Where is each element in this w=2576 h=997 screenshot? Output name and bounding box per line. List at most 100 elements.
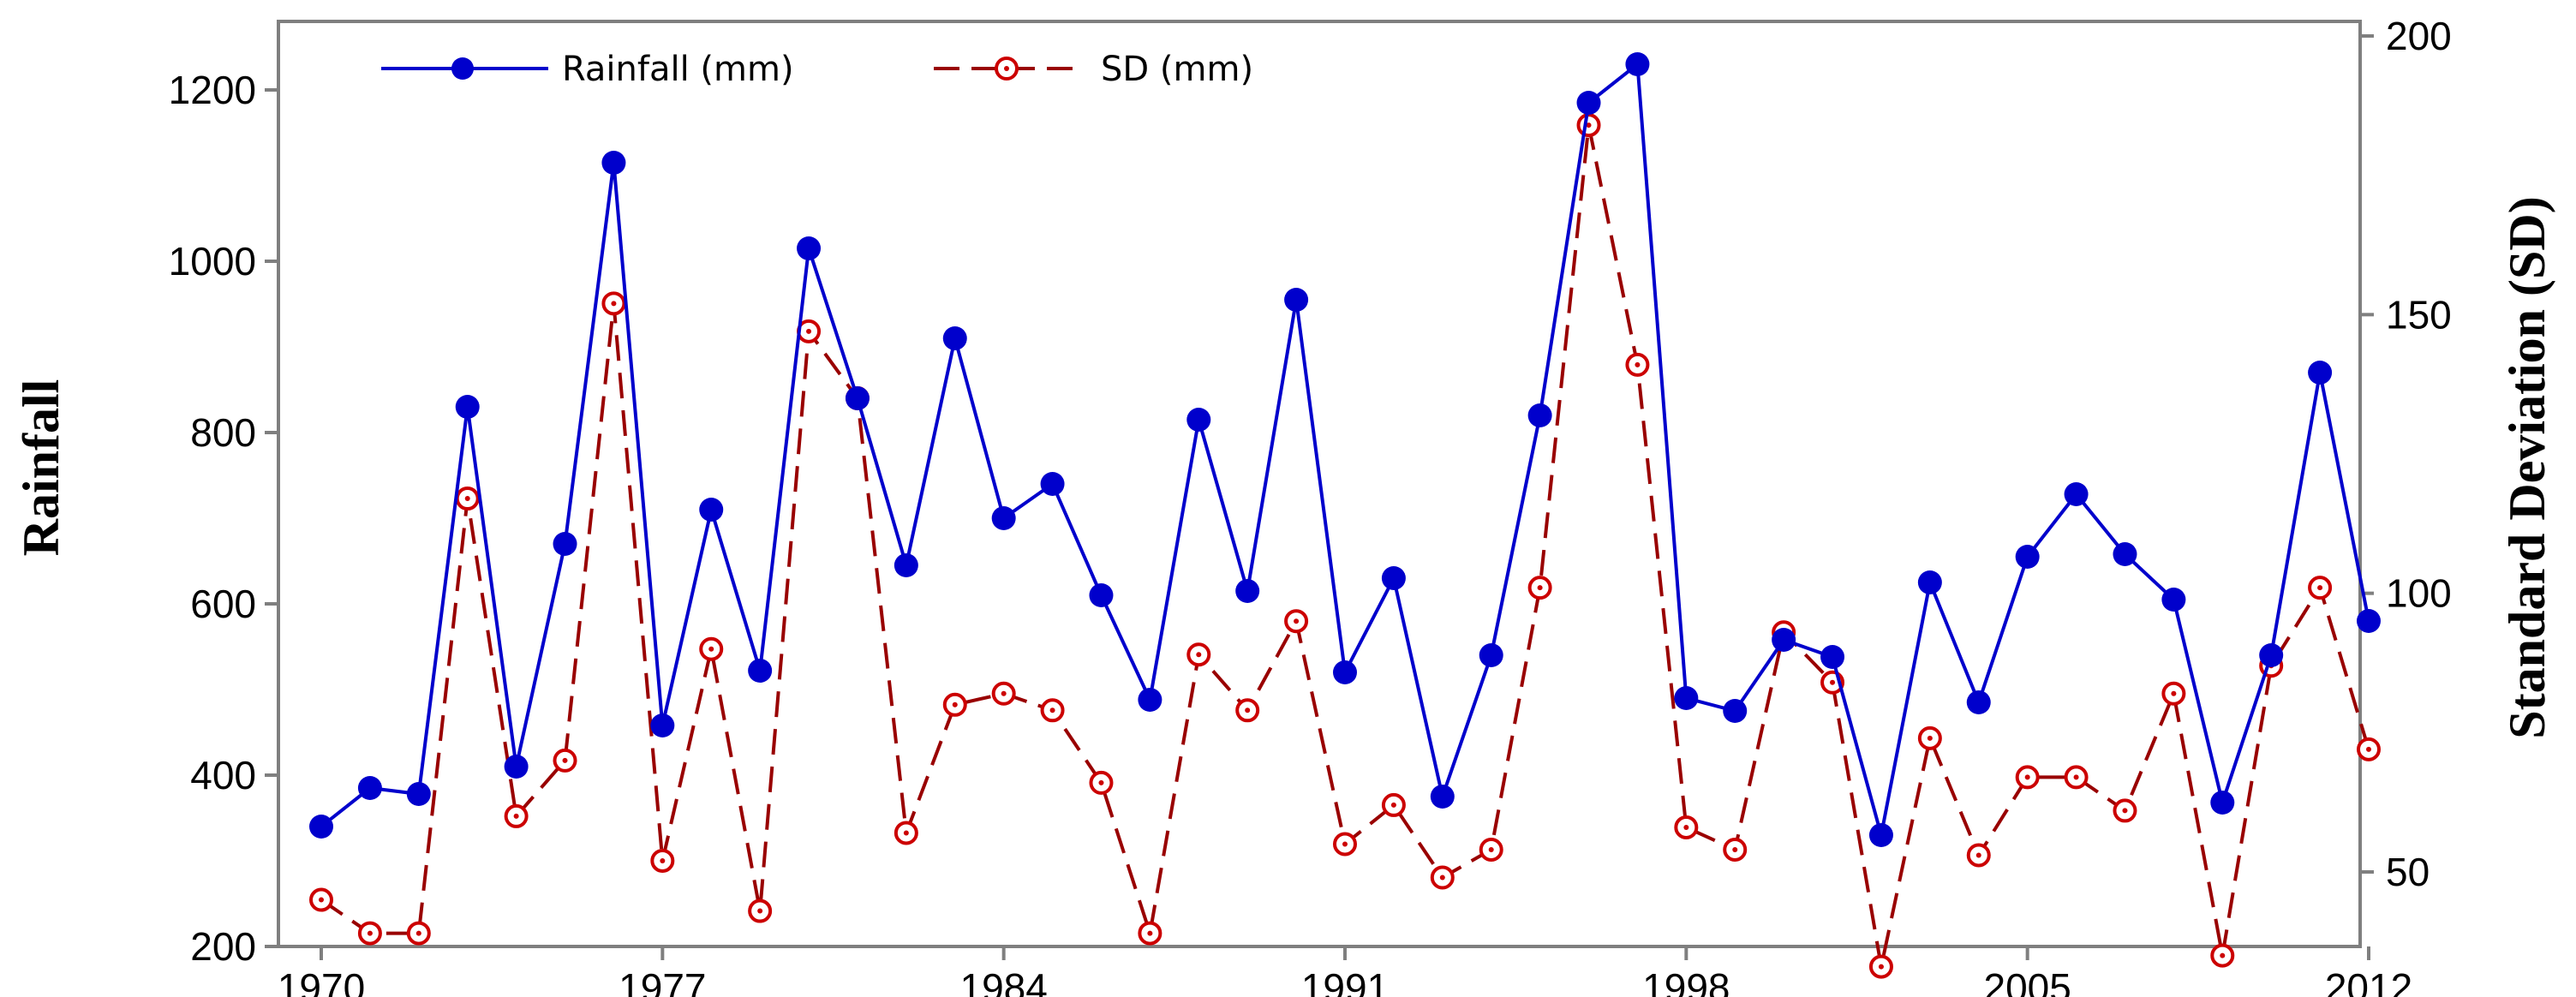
sd-point-center bbox=[1294, 618, 1300, 624]
sd-point-center bbox=[660, 857, 666, 863]
x-tick-label: 1970 bbox=[278, 965, 365, 997]
rainfall-point bbox=[1527, 403, 1552, 427]
y2-tick-label: 150 bbox=[2386, 292, 2452, 337]
rainfall-point bbox=[601, 151, 626, 175]
rainfall-point bbox=[2161, 588, 2186, 612]
y2-axis-title: Standard Deviation (SD) bbox=[2499, 196, 2555, 738]
rainfall-point bbox=[1186, 408, 1211, 432]
rainfall-point bbox=[2259, 643, 2284, 667]
rainfall-point bbox=[797, 236, 822, 260]
sd-point-center bbox=[952, 701, 958, 707]
rainfall-point bbox=[2357, 609, 2381, 633]
rainfall-point bbox=[1235, 579, 1260, 603]
sd-point-center bbox=[1927, 735, 1933, 741]
rainfall-point bbox=[1576, 91, 1601, 115]
sd-point-center bbox=[2366, 746, 2371, 752]
sd-point-center bbox=[2171, 690, 2177, 696]
x-tick-label: 1977 bbox=[619, 965, 706, 997]
rainfall-point bbox=[1479, 643, 1503, 667]
sd-point-center bbox=[367, 930, 373, 936]
y-tick-label: 800 bbox=[190, 410, 256, 455]
rainfall-point bbox=[650, 713, 675, 737]
sd-point-center bbox=[1098, 779, 1104, 785]
sd-point-center bbox=[1975, 852, 1981, 858]
y2-tick-label: 100 bbox=[2386, 571, 2452, 616]
rainfall-point bbox=[1820, 645, 1845, 669]
legend-rainfall-label: Rainfall (mm) bbox=[562, 50, 794, 89]
legend-rainfall-marker bbox=[451, 57, 474, 80]
rainfall-point bbox=[1772, 628, 1796, 652]
sd-point-center bbox=[1683, 824, 1689, 830]
sd-point-center bbox=[2220, 952, 2226, 958]
rainfall-point bbox=[1625, 52, 1650, 76]
y-axis-title: Rainfall bbox=[13, 379, 69, 557]
sd-point-center bbox=[1586, 122, 1592, 128]
sd-point-center bbox=[415, 930, 421, 936]
plot-frame bbox=[277, 20, 2362, 948]
rainfall-point bbox=[406, 782, 431, 806]
rainfall-point bbox=[1868, 823, 1893, 847]
rainfall-point bbox=[1966, 690, 1991, 714]
rainfall-point bbox=[1040, 472, 1065, 496]
rainfall-point bbox=[1089, 583, 1114, 607]
rainfall-point bbox=[894, 553, 918, 577]
sd-point-center bbox=[1049, 707, 1055, 713]
sd-point-center bbox=[1342, 841, 1348, 847]
rainfall-point bbox=[1917, 570, 1942, 594]
rainfall-point bbox=[2308, 361, 2333, 385]
sd-point-center bbox=[1635, 361, 1641, 367]
y2-tick-label: 50 bbox=[2386, 850, 2430, 894]
legend: Rainfall (mm) SD (mm) bbox=[381, 50, 1253, 89]
rainfall-point bbox=[748, 659, 773, 683]
sd-point-center bbox=[2317, 585, 2323, 591]
rainfall-point bbox=[699, 498, 724, 522]
sd-point-center bbox=[319, 897, 324, 903]
x-tick-label: 2005 bbox=[1983, 965, 2071, 997]
y-tick-label: 200 bbox=[190, 924, 256, 969]
rainfall-point bbox=[2064, 482, 2089, 506]
rainfall-point bbox=[942, 326, 967, 350]
sd-point-center bbox=[1878, 964, 1884, 970]
x-tick-label: 1998 bbox=[1642, 965, 1730, 997]
sd-point-center bbox=[562, 757, 568, 763]
sd-point-center bbox=[2073, 774, 2079, 780]
sd-point-center bbox=[1001, 690, 1007, 696]
rainfall-point bbox=[1674, 686, 1699, 710]
x-tick-label: 1984 bbox=[959, 965, 1047, 997]
rainfall-point bbox=[1333, 660, 1357, 684]
rainfall-series-line bbox=[320, 61, 2370, 836]
sd-point-center bbox=[806, 328, 812, 334]
y-tick-label: 1000 bbox=[169, 239, 256, 284]
x-tick-label: 2012 bbox=[2325, 965, 2412, 997]
rainfall-point bbox=[455, 395, 480, 419]
y-tick-label: 600 bbox=[190, 582, 256, 626]
legend-sd-marker-dot bbox=[1004, 66, 1009, 71]
rainfall-point bbox=[991, 506, 1016, 530]
rainfall-point bbox=[1138, 688, 1162, 712]
sd-point-center bbox=[708, 646, 714, 652]
rainfall-point bbox=[1284, 288, 1309, 312]
sd-point-center bbox=[1245, 707, 1251, 713]
y-tick-label: 1200 bbox=[169, 68, 256, 112]
sd-point-center bbox=[1439, 875, 1445, 881]
series-layer bbox=[309, 52, 2381, 979]
sd-point-center bbox=[1537, 585, 1543, 591]
sd-point-center bbox=[1488, 846, 1494, 852]
y2-tick-label: 200 bbox=[2386, 14, 2452, 58]
rainfall-point bbox=[1723, 699, 1748, 723]
sd-point-center bbox=[611, 301, 617, 307]
sd-point-center bbox=[757, 908, 763, 914]
rainfall-point bbox=[2113, 542, 2137, 566]
rainfall-point bbox=[845, 386, 870, 410]
sd-point-center bbox=[1196, 652, 1202, 658]
sd-point-center bbox=[464, 496, 470, 502]
sd-point-center bbox=[513, 813, 519, 819]
chart-axes: 1970 1977 1984 1991 1998 2005 2012 200 400 600 800… bbox=[169, 14, 2452, 997]
x-tick-label: 1991 bbox=[1301, 965, 1389, 997]
sd-point-center bbox=[2122, 808, 2128, 814]
sd-point-center bbox=[1830, 679, 1836, 685]
sd-point-center bbox=[903, 830, 909, 836]
rainfall-point bbox=[2015, 545, 2040, 569]
rainfall-point bbox=[504, 755, 529, 779]
